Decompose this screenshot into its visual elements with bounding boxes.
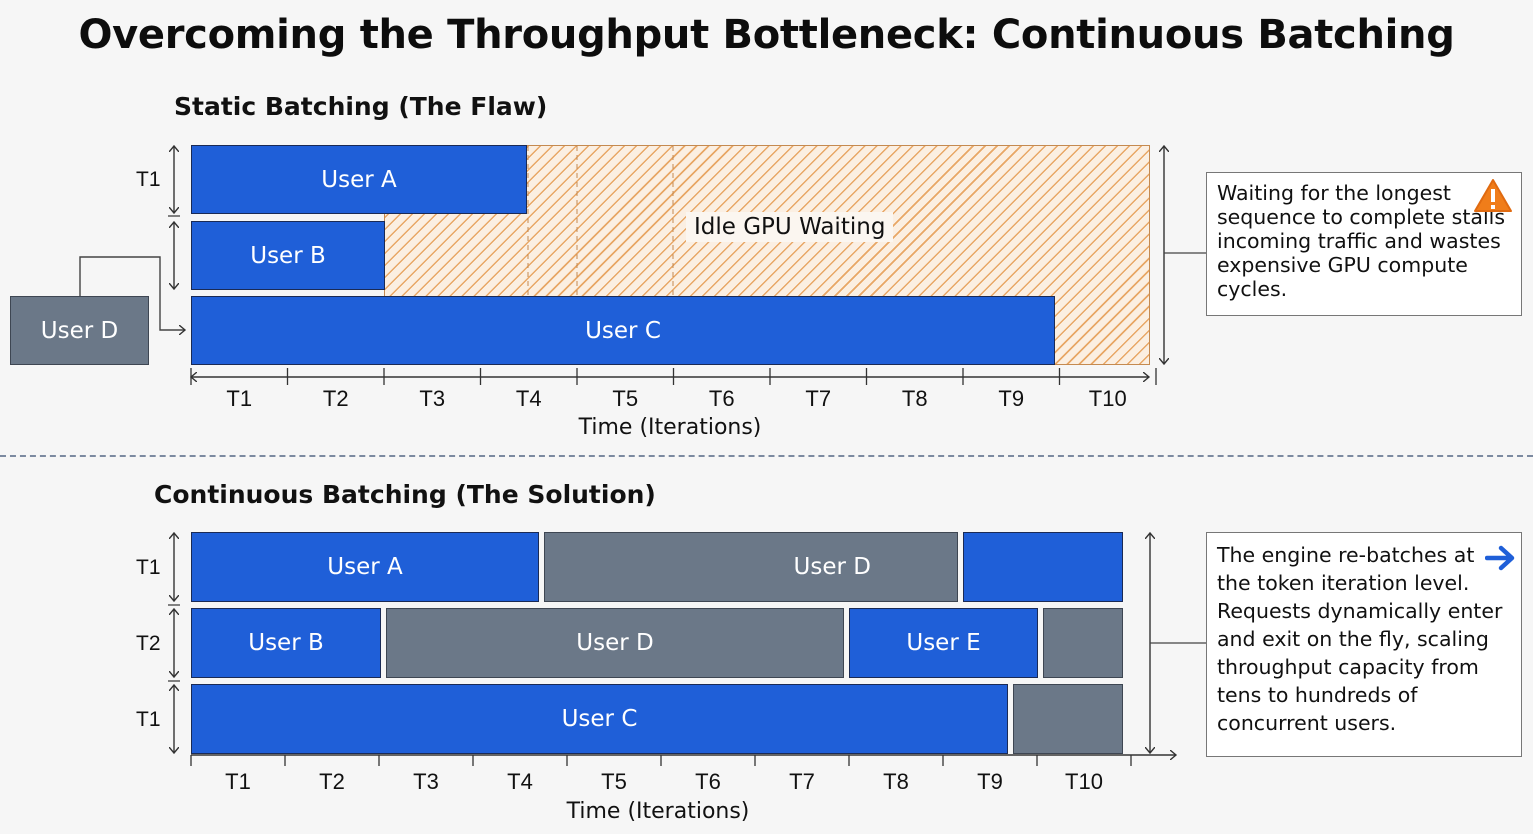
- cont-user-a-block: User A: [191, 532, 539, 602]
- static-user-c-block: User C: [191, 296, 1055, 365]
- cont-row1-next-block: [963, 532, 1123, 602]
- cont-tick-label-t5: T5: [601, 769, 627, 794]
- idle-gpu-label: Idle GPU Waiting: [686, 212, 894, 242]
- static-tick-label-t3: T3: [419, 386, 446, 411]
- cont-tick-label-t8: T8: [883, 769, 909, 794]
- static-tick-label-t1: T1: [226, 386, 253, 411]
- cont-tick-label-t2: T2: [319, 769, 345, 794]
- static-tick-label-t6: T6: [708, 386, 735, 411]
- cont-row-label-2: T2: [136, 632, 161, 655]
- static-tick-label-t10: T10: [1088, 386, 1127, 411]
- warning-icon: [1474, 179, 1512, 212]
- page-title: Overcoming the Throughput Bottleneck: Co…: [78, 12, 1455, 58]
- static-row-label: T1: [136, 168, 161, 191]
- static-tick-label-t5: T5: [612, 386, 639, 411]
- static-tick-label-t2: T2: [322, 386, 349, 411]
- static-tick-label-t8: T8: [901, 386, 928, 411]
- cont-tick-label-t3: T3: [413, 769, 439, 794]
- right-arrow-icon: [1485, 545, 1515, 571]
- cont-user-d-row2-block: User D: [386, 608, 844, 678]
- cont-user-c-block: User C: [191, 684, 1008, 754]
- cont-tick-label-t4: T4: [507, 769, 533, 794]
- cont-row2-next-block: [1043, 608, 1123, 678]
- cont-row-label-3: T1: [136, 708, 161, 731]
- static-user-b-block: User B: [191, 221, 385, 290]
- section-divider: [0, 455, 1533, 457]
- static-note-text: Waiting for the longest sequence to comp…: [1217, 181, 1506, 301]
- continuous-axis-title: Time (Iterations): [566, 799, 750, 824]
- static-tick-label-t4: T4: [515, 386, 542, 411]
- static-user-a-block: User A: [191, 145, 527, 214]
- static-heading: Static Batching (The Flaw): [174, 92, 548, 121]
- cont-user-e-block: User E: [849, 608, 1038, 678]
- continuous-note-text: The engine re-batches at the token itera…: [1217, 543, 1503, 735]
- continuous-note-box: The engine re-batches at the token itera…: [1206, 532, 1522, 757]
- cont-tick-label-t7: T7: [789, 769, 815, 794]
- cont-tick-label-t1: T1: [225, 769, 251, 794]
- static-axis-title: Time (Iterations): [578, 415, 762, 440]
- cont-user-d-row1-block: User D: [544, 532, 958, 602]
- static-tick-label-t7: T7: [805, 386, 832, 411]
- cont-row3-next-block: [1013, 684, 1123, 754]
- continuous-heading: Continuous Batching (The Solution): [154, 480, 656, 509]
- cont-user-b-block: User B: [191, 608, 381, 678]
- cont-row-label-1: T1: [136, 556, 161, 579]
- cont-tick-label-t10: T10: [1065, 769, 1103, 794]
- static-user-d-waiting-block: User D: [10, 296, 149, 365]
- static-note-box: Waiting for the longest sequence to comp…: [1206, 172, 1522, 316]
- cont-tick-label-t9: T9: [977, 769, 1003, 794]
- cont-tick-label-t6: T6: [695, 769, 721, 794]
- static-tick-label-t9: T9: [998, 386, 1025, 411]
